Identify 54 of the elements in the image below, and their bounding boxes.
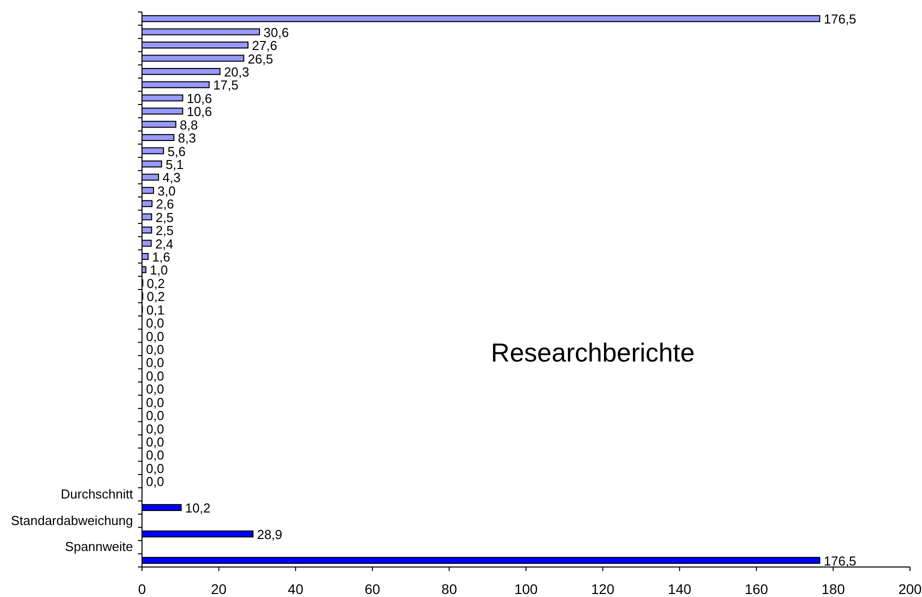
- data-label: 20,3: [224, 64, 250, 80]
- data-label: 5,6: [168, 144, 186, 159]
- x-tick-label: 20: [211, 581, 227, 597]
- data-label: 0,0: [146, 382, 164, 397]
- y-tick-label: Durchschnitt: [60, 486, 134, 502]
- data-label: 4,3: [162, 170, 181, 186]
- data-label: 0,0: [146, 316, 164, 331]
- y-tick-label: Standardabweichung: [10, 512, 133, 528]
- data-label: 5,1: [166, 156, 184, 172]
- data-label: 10,6: [186, 104, 212, 120]
- x-tick-label: 200: [898, 581, 922, 597]
- x-tick-label: 80: [441, 581, 458, 597]
- data-label: 26,5: [248, 51, 274, 66]
- data-label: 0,0: [146, 368, 164, 384]
- data-label: 0,2: [146, 289, 165, 304]
- data-label: 30,6: [264, 24, 289, 40]
- data-label: 2,5: [156, 223, 174, 238]
- data-label: 2,6: [156, 196, 174, 212]
- data-label: 10,6: [186, 90, 212, 106]
- data-label: 0,0: [146, 328, 164, 344]
- data-label: 0,0: [146, 342, 164, 357]
- x-tick-label: 100: [514, 581, 538, 597]
- data-label: 0,0: [146, 448, 164, 463]
- text: Researchberichte: [490, 338, 695, 368]
- x-tick-label: 120: [591, 581, 615, 597]
- data-label: 28,9: [256, 526, 282, 542]
- data-label: 176,5: [824, 12, 856, 27]
- data-label: 0,0: [146, 434, 164, 450]
- data-label: 17,5: [213, 78, 239, 93]
- data-label: 27,6: [252, 38, 278, 54]
- data-label: 0,1: [146, 302, 164, 318]
- data-label: 0,0: [146, 408, 164, 424]
- data-label: 8,8: [180, 117, 198, 132]
- x-tick-label: 180: [822, 581, 846, 597]
- x-tick-label: 160: [744, 581, 768, 597]
- data-label: 0,0: [146, 394, 164, 410]
- data-label: 1,0: [150, 262, 168, 278]
- data-label: 8,3: [178, 130, 196, 146]
- x-tick-label: 40: [288, 581, 304, 597]
- data-label: 0,0: [146, 355, 164, 370]
- data-label: 3,0: [158, 183, 176, 198]
- data-label: 2,4: [155, 236, 174, 252]
- x-tick-label: 60: [364, 581, 380, 597]
- data-label: 2,5: [156, 210, 174, 225]
- data-label: 10,2: [185, 500, 210, 516]
- x-tick-label: 140: [668, 581, 692, 597]
- data-label: 0,2: [146, 276, 165, 291]
- data-label: 0,0: [146, 474, 164, 490]
- data-label: 0,0: [146, 460, 164, 476]
- data-label: 1,6: [152, 249, 170, 264]
- y-tick-label: Spannweite: [65, 539, 133, 554]
- x-tick-label: 0: [138, 581, 146, 597]
- data-label: 0,0: [146, 421, 164, 436]
- data-label: 176,5: [824, 553, 856, 568]
